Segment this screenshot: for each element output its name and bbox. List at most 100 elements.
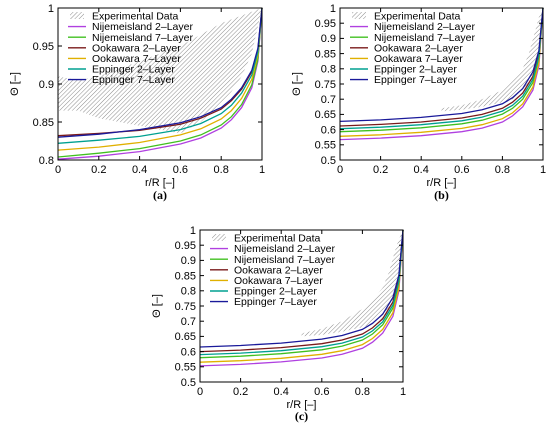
y-tick-label: 0.7 xyxy=(321,94,336,106)
x-tick-label: 0.4 xyxy=(414,164,429,176)
legend-entry: Experimental Data xyxy=(234,233,321,245)
legend-entry: Nijemeisland 7–Layer xyxy=(234,254,335,266)
panel-label: (c) xyxy=(295,409,308,423)
y-tick-label: 1 xyxy=(190,225,196,237)
legend-entry: Experimental Data xyxy=(92,11,179,23)
x-tick-label: 0.2 xyxy=(233,386,248,398)
legend-entry: Eppinger 2–Layer xyxy=(374,64,457,76)
legend-entry: Ookawara 2–Layer xyxy=(374,42,463,54)
y-tick-label: 0.9 xyxy=(39,79,54,91)
y-tick-label: 0.7 xyxy=(181,316,196,328)
series-line-ookawara-7-layer xyxy=(199,229,404,363)
chart-panel-a: 0 0.2 0.4 0.6 0.8 1 0.8 0.85 0.9 0.95 1 r/R [–] Θ [–… xyxy=(9,3,265,202)
series-line-eppinger-7-layer xyxy=(199,229,404,348)
y-tick-label: 0.55 xyxy=(175,362,196,374)
experimental-data-band xyxy=(441,8,543,112)
y-tick-label: 0.5 xyxy=(321,155,336,167)
y-tick-label: 0.75 xyxy=(315,79,336,91)
legend-entry: Eppinger 7–Layer xyxy=(234,296,317,308)
x-tick-label: 0.2 xyxy=(91,164,106,176)
x-tick-label: 0.4 xyxy=(132,164,147,176)
y-tick-label: 0.65 xyxy=(175,331,196,343)
legend-swatch-experimental xyxy=(352,12,366,19)
y-axis-label: Θ [–] xyxy=(151,294,163,318)
y-tick-label: 0.85 xyxy=(315,48,336,60)
y-tick-label: 0.85 xyxy=(175,270,196,282)
legend-entry: Nijemeisland 2–Layer xyxy=(374,21,475,33)
series-line-eppinger-7-layer xyxy=(57,7,263,138)
y-tick-label: 0.75 xyxy=(175,301,196,313)
legend-entry: Nijemeisland 7–Layer xyxy=(92,32,193,44)
y-tick-label: 0.6 xyxy=(321,124,336,136)
y-tick-label: 1 xyxy=(48,3,54,15)
x-axis-label: r/R [–] xyxy=(145,177,175,189)
legend-entry: Ookawara 7–Layer xyxy=(92,53,181,65)
series-line-nijemeisland-7-layer xyxy=(339,7,544,133)
legend-swatch-experimental xyxy=(212,234,226,241)
x-axis-label: r/R [–] xyxy=(427,177,457,189)
y-tick-label: 0.85 xyxy=(33,117,54,129)
series-line-eppinger-7-layer xyxy=(339,7,544,123)
series-line-ookawara-7-layer xyxy=(57,7,263,151)
x-tick-label: 0.6 xyxy=(454,164,469,176)
legend-entry: Nijemeisland 7–Layer xyxy=(374,32,475,44)
legend-entry: Experimental Data xyxy=(374,11,461,23)
x-tick-label: 0.4 xyxy=(274,386,289,398)
x-tick-label: 0.8 xyxy=(214,164,229,176)
y-tick-label: 0.5 xyxy=(181,377,196,389)
legend-entry: Eppinger 7–Layer xyxy=(374,74,457,86)
chart-panel-b: 0 0.2 0.4 0.6 0.8 1 0.5 0.55 0.6 0.65 0.7 0.75 0.8 0.… xyxy=(291,3,546,202)
y-tick-label: 0.55 xyxy=(315,140,336,152)
legend-entry: Eppinger 2–Layer xyxy=(92,64,175,76)
y-axis-label: Θ [–] xyxy=(9,72,21,96)
series-line-eppinger-2-layer xyxy=(339,7,544,130)
y-tick-label: 1 xyxy=(330,3,336,15)
legend-entry: Nijemeisland 2–Layer xyxy=(234,243,335,255)
y-tick-label: 0.8 xyxy=(181,286,196,298)
y-tick-label: 0.8 xyxy=(39,155,54,167)
x-tick-label: 1 xyxy=(540,164,546,176)
legend-entry: Ookawara 7–Layer xyxy=(234,275,323,287)
legend-entry: Nijemeisland 2–Layer xyxy=(92,21,193,33)
x-tick-label: 0.6 xyxy=(314,386,329,398)
series-line-eppinger-2-layer xyxy=(199,229,404,356)
chart-panel-c: 0 0.2 0.4 0.6 0.8 1 0.5 0.55 0.6 0.65 0.7 0.75 0.8 0.… xyxy=(151,225,406,423)
legend-entry: Ookawara 2–Layer xyxy=(92,42,181,54)
series-line-ookawara-2-layer xyxy=(199,229,404,353)
y-tick-label: 0.95 xyxy=(315,18,336,30)
experimental-data-band xyxy=(301,230,403,337)
y-tick-label: 0.95 xyxy=(33,41,54,53)
x-axis-label: r/R [–] xyxy=(287,399,317,411)
x-tick-label: 1 xyxy=(259,164,265,176)
x-tick-label: 0.2 xyxy=(373,164,388,176)
x-tick-label: 0.8 xyxy=(495,164,510,176)
y-tick-label: 0.6 xyxy=(181,346,196,358)
x-tick-label: 1 xyxy=(400,386,406,398)
legend-swatch-experimental xyxy=(70,12,84,19)
legend-entry: Ookawara 2–Layer xyxy=(234,264,323,276)
series-line-ookawara-2-layer xyxy=(339,7,544,127)
x-tick-label: 0.8 xyxy=(355,386,370,398)
legend-entry: Eppinger 2–Layer xyxy=(234,286,317,298)
experimental-data-band xyxy=(58,8,262,134)
series-line-nijemeisland-7-layer xyxy=(199,229,404,359)
y-axis-label: Θ [–] xyxy=(291,72,303,96)
series-line-nijemeisland-2-layer xyxy=(199,229,404,367)
y-tick-label: 0.8 xyxy=(321,64,336,76)
legend-entry: Eppinger 7–Layer xyxy=(92,74,175,86)
x-tick-label: 0 xyxy=(55,164,61,176)
y-tick-label: 0.65 xyxy=(315,109,336,121)
x-tick-label: 0 xyxy=(337,164,343,176)
series-line-eppinger-2-layer xyxy=(57,7,263,144)
panel-label: (b) xyxy=(434,188,449,202)
panel-label: (a) xyxy=(153,188,167,202)
x-tick-label: 0 xyxy=(197,386,203,398)
series-line-nijemeisland-2-layer xyxy=(339,7,544,141)
y-tick-label: 0.9 xyxy=(181,255,196,267)
legend-entry: Ookawara 7–Layer xyxy=(374,53,463,65)
series-line-nijemeisland-7-layer xyxy=(57,7,263,158)
series-line-ookawara-7-layer xyxy=(339,7,544,137)
y-tick-label: 0.95 xyxy=(175,240,196,252)
x-tick-label: 0.6 xyxy=(173,164,188,176)
